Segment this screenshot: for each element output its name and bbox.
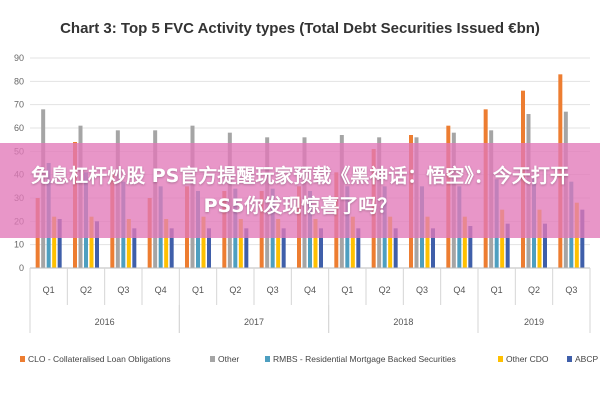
x-tick-label: Q4 (453, 285, 465, 295)
y-tick-label: 70 (14, 100, 24, 110)
bar (132, 228, 137, 268)
bar (169, 228, 174, 268)
bar (425, 216, 430, 268)
x-tick-label: Q1 (491, 285, 503, 295)
x-tick-label: Q3 (565, 285, 577, 295)
bar (244, 228, 249, 268)
legend-swatch (20, 356, 25, 362)
bar (313, 219, 318, 268)
y-tick-label: 80 (14, 76, 24, 86)
legend: CLO - Collateralised Loan Obligations Oth… (20, 354, 598, 364)
bar (57, 219, 62, 268)
legend-swatch (498, 356, 503, 362)
bar (276, 219, 281, 268)
bar (238, 219, 243, 268)
legend-label: ABCP (575, 354, 598, 364)
legend-label: Other (218, 354, 239, 364)
y-tick-label: 90 (14, 53, 24, 63)
bar (350, 216, 355, 268)
year-label: 2018 (393, 317, 413, 327)
bar (543, 223, 547, 268)
x-tick-label: Q2 (80, 285, 92, 295)
overlay-banner[interactable]: 免息杠杆炒股 PS官方提醒玩家预载《黑神话：悟空》：今天打开PS5你发现惊喜了吗… (0, 143, 600, 238)
bar (201, 216, 206, 268)
bar (580, 209, 585, 268)
year-label: 2017 (244, 317, 264, 327)
bar (319, 228, 323, 268)
bar (52, 216, 57, 268)
bar (468, 226, 473, 268)
x-tick-label: Q1 (341, 285, 353, 295)
bar (462, 216, 467, 268)
x-tick-label: Q2 (379, 285, 391, 295)
chart-title: Chart 3: Top 5 FVC Activity types (Total… (60, 20, 540, 37)
legend-label: RMBS - Residential Mortgage Backed Secur… (273, 354, 456, 364)
legend-swatch (210, 356, 215, 362)
bar (500, 209, 505, 268)
x-tick-label: Q4 (304, 285, 316, 295)
y-tick-label: 10 (14, 240, 24, 250)
bar (393, 228, 398, 268)
bar (537, 209, 542, 268)
legend-swatch (265, 356, 270, 362)
bar (431, 228, 435, 268)
bar (388, 216, 393, 268)
x-tick-label: Q3 (267, 285, 279, 295)
bar (356, 228, 361, 268)
bar (281, 228, 286, 268)
x-tick-label: Q2 (229, 285, 241, 295)
legend-label: Other CDO (506, 354, 549, 364)
bar (505, 223, 510, 268)
legend-swatch (567, 356, 572, 362)
legend-label: CLO - Collateralised Loan Obligations (28, 354, 171, 364)
x-tick-label: Q3 (416, 285, 428, 295)
x-tick-label: Q1 (192, 285, 204, 295)
x-tick-label: Q4 (155, 285, 167, 295)
year-label: 2019 (524, 317, 544, 327)
overlay-banner-text: 免息杠杆炒股 PS官方提醒玩家预载《黑神话：悟空》：今天打开PS5你发现惊喜了吗… (31, 164, 569, 217)
x-tick-label: Q3 (117, 285, 129, 295)
bar (207, 228, 211, 268)
x-tick-label: Q2 (528, 285, 540, 295)
bar (164, 219, 169, 268)
x-tick-label: Q1 (43, 285, 55, 295)
year-label: 2016 (95, 317, 115, 327)
x-axis: Q1 Q2 Q3 Q4 Q1 Q2 Q3 Q4 Q1 Q2 Q3 Q4 Q1 Q2 Q3 2016 2017 20… (29, 267, 591, 333)
bar (89, 216, 94, 268)
y-tick-label: 60 (14, 123, 24, 133)
bar (95, 221, 99, 268)
y-tick-label: 0 (19, 263, 24, 273)
bar (126, 219, 131, 268)
